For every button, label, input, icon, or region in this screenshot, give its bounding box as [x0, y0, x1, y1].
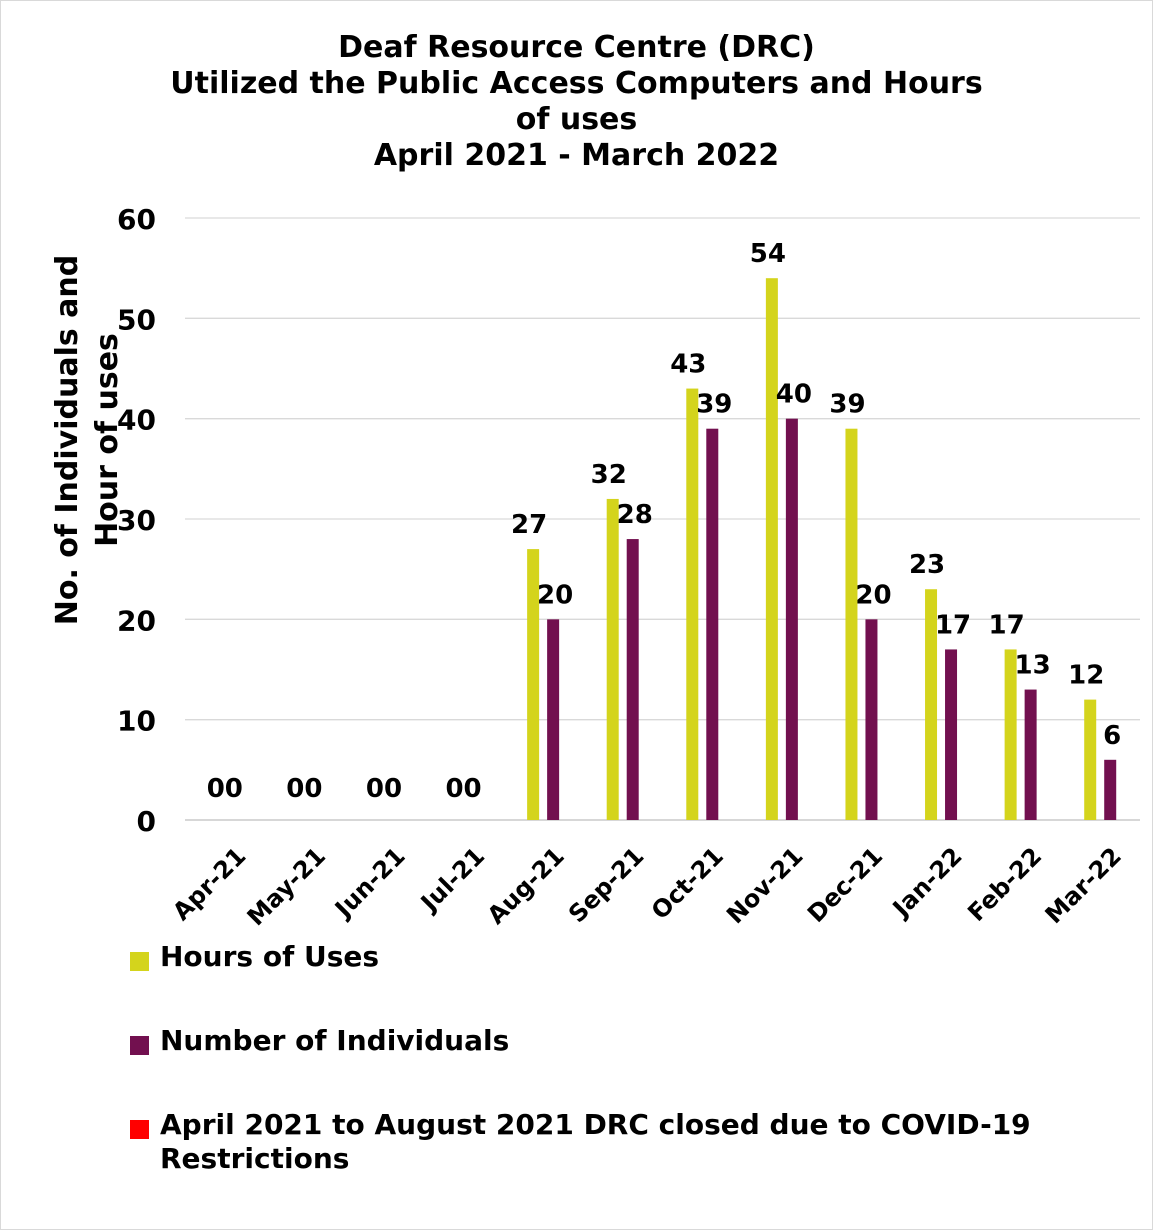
bar-individuals-Dec-21: [865, 619, 878, 820]
title-line-4: April 2021 - March 2022: [373, 138, 780, 173]
x-tick-label-Jun-21: Jun-21: [328, 842, 410, 924]
data-label-individuals-Aug-21: 20: [537, 580, 573, 610]
bar-individuals-Oct-21: [706, 428, 719, 820]
x-tick-label-Mar-22: Mar-22: [1040, 842, 1127, 929]
bar-individuals-Sep-21: [626, 539, 639, 820]
x-tick-label-Dec-21: Dec-21: [802, 842, 888, 928]
x-tick-label-Aug-21: Aug-21: [482, 842, 570, 930]
bar-individuals-Nov-21: [785, 418, 798, 820]
data-label-individuals-Nov-21: 40: [776, 380, 812, 410]
data-label-closed-Jun-21: 00: [366, 774, 402, 804]
legend: Hours of Uses Number of Individuals Apri…: [130, 940, 1130, 1226]
data-label-hours-Feb-22: 17: [989, 610, 1025, 640]
data-label-closed-Apr-21: 00: [207, 774, 243, 804]
data-label-individuals-Dec-21: 20: [855, 580, 891, 610]
y-tick-label-50: 50: [117, 303, 156, 336]
y-tick-label-40: 40: [117, 404, 156, 437]
bars: [527, 278, 1117, 820]
data-label-closed-Jul-21: 00: [445, 774, 481, 804]
title-line-3: of uses: [515, 102, 638, 137]
legend-item-closed-note: April 2021 to August 2021 DRC closed due…: [130, 1108, 1130, 1176]
bar-individuals-Aug-21: [547, 619, 560, 820]
data-label-individuals-Feb-22: 13: [1015, 651, 1051, 681]
x-tick-label-Sep-21: Sep-21: [563, 842, 649, 928]
data-labels: 00 00 00 00 27 20 32 28 43 39 54 40 39 20 23 17 17 13 12 6: [207, 239, 1122, 804]
bar-hours-Oct-21: [686, 388, 699, 820]
x-tick-label-Jul-21: Jul-21: [414, 842, 490, 918]
data-label-hours-Sep-21: 32: [591, 460, 627, 490]
data-label-hours-Oct-21: 43: [670, 350, 706, 380]
legend-item-hours: Hours of Uses: [130, 940, 1130, 974]
x-tick-label-Oct-21: Oct-21: [646, 842, 729, 925]
data-label-hours-Jan-22: 23: [909, 550, 945, 580]
gridlines: [185, 217, 1140, 821]
bar-hours-Aug-21: [527, 549, 540, 820]
x-tick-label-Feb-22: Feb-22: [962, 842, 1047, 927]
title-line-1: Deaf Resource Centre (DRC): [338, 30, 815, 65]
title-line-2: Utilized the Public Access Computers and…: [170, 66, 983, 101]
data-label-individuals-Oct-21: 39: [696, 390, 732, 420]
x-tick-label-Nov-21: Nov-21: [721, 842, 808, 929]
data-label-hours-Nov-21: 54: [750, 239, 786, 269]
bar-hours-Nov-21: [765, 278, 778, 820]
y-axis-label-line-1: No. of Individuals and: [50, 255, 85, 626]
data-label-closed-May-21: 00: [286, 774, 322, 804]
y-tick-labels: 0 10 20 30 40 50 60: [117, 203, 156, 838]
data-label-individuals-Jan-22: 17: [935, 610, 971, 640]
y-tick-label-20: 20: [117, 604, 156, 637]
y-tick-label-60: 60: [117, 203, 156, 236]
data-label-hours-Dec-21: 39: [829, 390, 865, 420]
data-label-hours-Mar-22: 12: [1068, 661, 1104, 691]
y-tick-label-10: 10: [117, 705, 156, 738]
legend-swatch-closed-note: [130, 1120, 149, 1139]
y-tick-label-30: 30: [117, 504, 156, 537]
bar-individuals-Jan-22: [945, 649, 958, 820]
data-label-individuals-Mar-22: 6: [1103, 721, 1121, 751]
legend-label-individuals: Number of Individuals: [160, 1024, 510, 1057]
x-tick-label-Jan-22: Jan-22: [886, 842, 968, 924]
legend-label-closed-note: April 2021 to August 2021 DRC closed due…: [160, 1108, 1031, 1175]
bar-individuals-Feb-22: [1024, 689, 1037, 820]
bar-hours-Jan-22: [925, 589, 938, 820]
x-tick-label-Apr-21: Apr-21: [167, 842, 251, 926]
chart-title: Deaf Resource Centre (DRC) Utilized the …: [0, 30, 1153, 174]
bar-hours-Sep-21: [606, 498, 619, 820]
legend-swatch-hours: [130, 952, 149, 971]
bar-hours-Mar-22: [1084, 699, 1097, 820]
bar-chart: 0 10 20 30 40 50 60 00 00 00 00 27 20 32 28 43 39 54 40 39…: [50, 203, 1140, 931]
bar-hours-Dec-21: [845, 428, 858, 820]
data-label-hours-Aug-21: 27: [511, 510, 547, 540]
bar-individuals-Mar-22: [1104, 759, 1117, 820]
data-label-individuals-Sep-21: 28: [617, 500, 653, 530]
y-tick-label-0: 0: [137, 805, 156, 838]
x-tick-label-May-21: May-21: [242, 842, 331, 931]
legend-label-hours: Hours of Uses: [160, 940, 380, 973]
y-axis-label-line-2: Hour of uses: [90, 333, 125, 547]
bar-hours-Feb-22: [1004, 649, 1017, 820]
legend-swatch-individuals: [130, 1036, 149, 1055]
legend-item-individuals: Number of Individuals: [130, 1024, 1130, 1058]
